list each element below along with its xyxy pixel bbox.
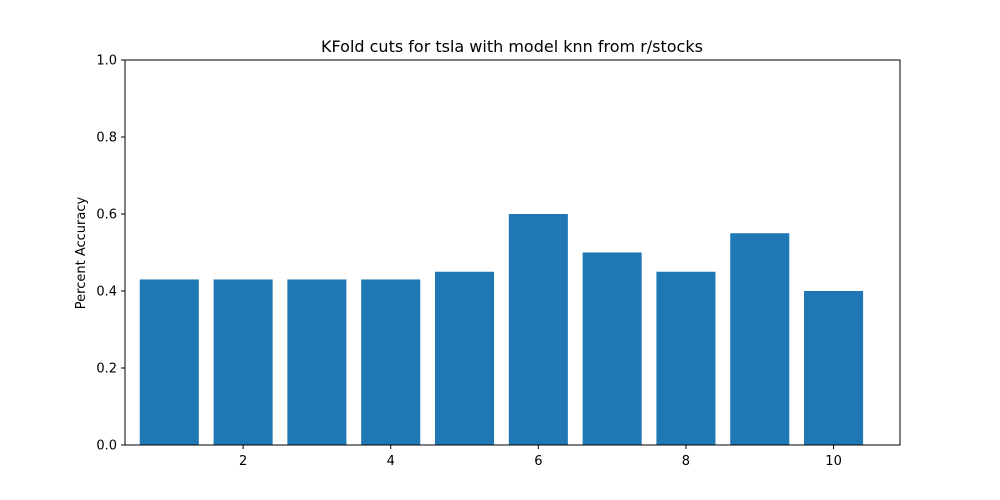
x-tick-label: 10 <box>825 454 842 469</box>
y-tick-label: 0.6 <box>96 208 117 223</box>
x-axis-ticks: 2 4 6 8 10 <box>239 445 842 469</box>
y-tick-label: 0.0 <box>96 439 117 454</box>
chart-title: KFold cuts for tsla with model knn from … <box>321 37 703 56</box>
y-tick-label: 0.4 <box>96 285 117 300</box>
bar-7 <box>582 252 642 445</box>
plot-frame <box>124 59 901 446</box>
bar-5 <box>435 271 495 445</box>
bar-2 <box>213 279 273 445</box>
y-axis-ticks: 0.0 0.2 0.4 0.6 0.8 1.0 <box>96 54 125 454</box>
y-tick-label: 0.8 <box>96 131 117 146</box>
x-tick-label: 4 <box>387 454 395 469</box>
bar-4 <box>361 279 421 445</box>
x-tick-label: 2 <box>239 454 247 469</box>
bar-1 <box>139 279 199 445</box>
x-tick-label: 8 <box>682 454 690 469</box>
y-tick-label: 0.2 <box>96 362 117 377</box>
bars-group <box>139 214 864 445</box>
bar-6 <box>508 214 568 445</box>
y-axis-label: Percent Accuracy <box>74 196 89 309</box>
bar-3 <box>287 279 347 445</box>
bar-10 <box>804 291 864 445</box>
bar-8 <box>656 271 716 445</box>
x-tick-label: 6 <box>534 454 542 469</box>
bar-9 <box>730 233 790 445</box>
y-tick-label: 1.0 <box>96 54 117 69</box>
